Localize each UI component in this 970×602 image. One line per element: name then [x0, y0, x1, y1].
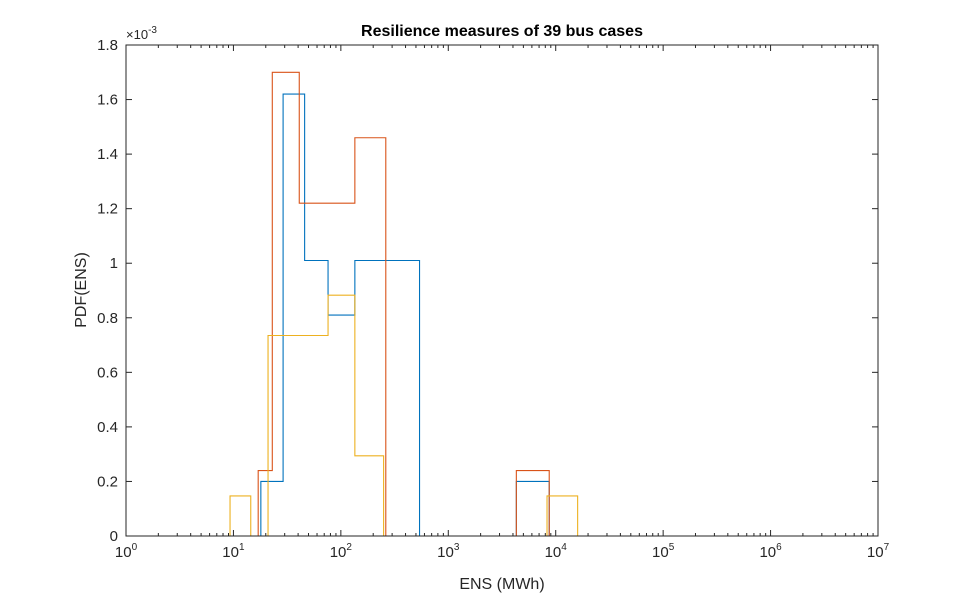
- y-multiplier: ×10-3: [126, 25, 157, 42]
- y-tick-label: 1.6: [97, 92, 118, 109]
- y-tick-label: 0: [110, 528, 118, 545]
- axes-box: [125, 44, 879, 537]
- y-tick-label: 1.4: [97, 146, 118, 163]
- y-tick-label: 1.8: [97, 37, 118, 54]
- plot-area: [126, 45, 878, 536]
- x-tick-label: 104: [545, 542, 568, 561]
- histogram-series-3: [126, 294, 706, 537]
- x-tick-label: 100: [115, 542, 138, 561]
- chart-title: Resilience measures of 39 bus cases: [361, 23, 643, 40]
- y-multiplier-base: ×10: [126, 27, 148, 42]
- x-tick-label: 106: [759, 542, 782, 561]
- ticks-layer: [125, 44, 879, 537]
- y-axis-label: PDF(ENS): [73, 252, 90, 328]
- y-tick-label: 0.8: [97, 310, 118, 327]
- y-tick-label: 1: [110, 255, 118, 272]
- x-tick-label: 102: [330, 542, 353, 561]
- y-tick-label: 0.4: [97, 419, 118, 436]
- x-axis-label: ENS (MWh): [459, 576, 544, 593]
- x-tick-label: 107: [867, 542, 890, 561]
- y-tick-label: 1.2: [97, 201, 118, 218]
- labels-layer: 100 101 102 103 104 105 106 107 0 0.2 0.4 0.6 0.8 1 1.…: [97, 37, 889, 561]
- y-tick-label: 0.2: [97, 473, 118, 490]
- x-tick-label: 103: [437, 542, 460, 561]
- y-tick-label: 0.6: [97, 364, 118, 381]
- x-tick-label: 105: [652, 542, 675, 561]
- x-tick-label: 101: [222, 542, 245, 561]
- histogram-series-2: [126, 71, 868, 537]
- series-layer: [126, 71, 868, 537]
- axes-layer: [125, 44, 879, 537]
- y-multiplier-exponent: -3: [148, 25, 157, 36]
